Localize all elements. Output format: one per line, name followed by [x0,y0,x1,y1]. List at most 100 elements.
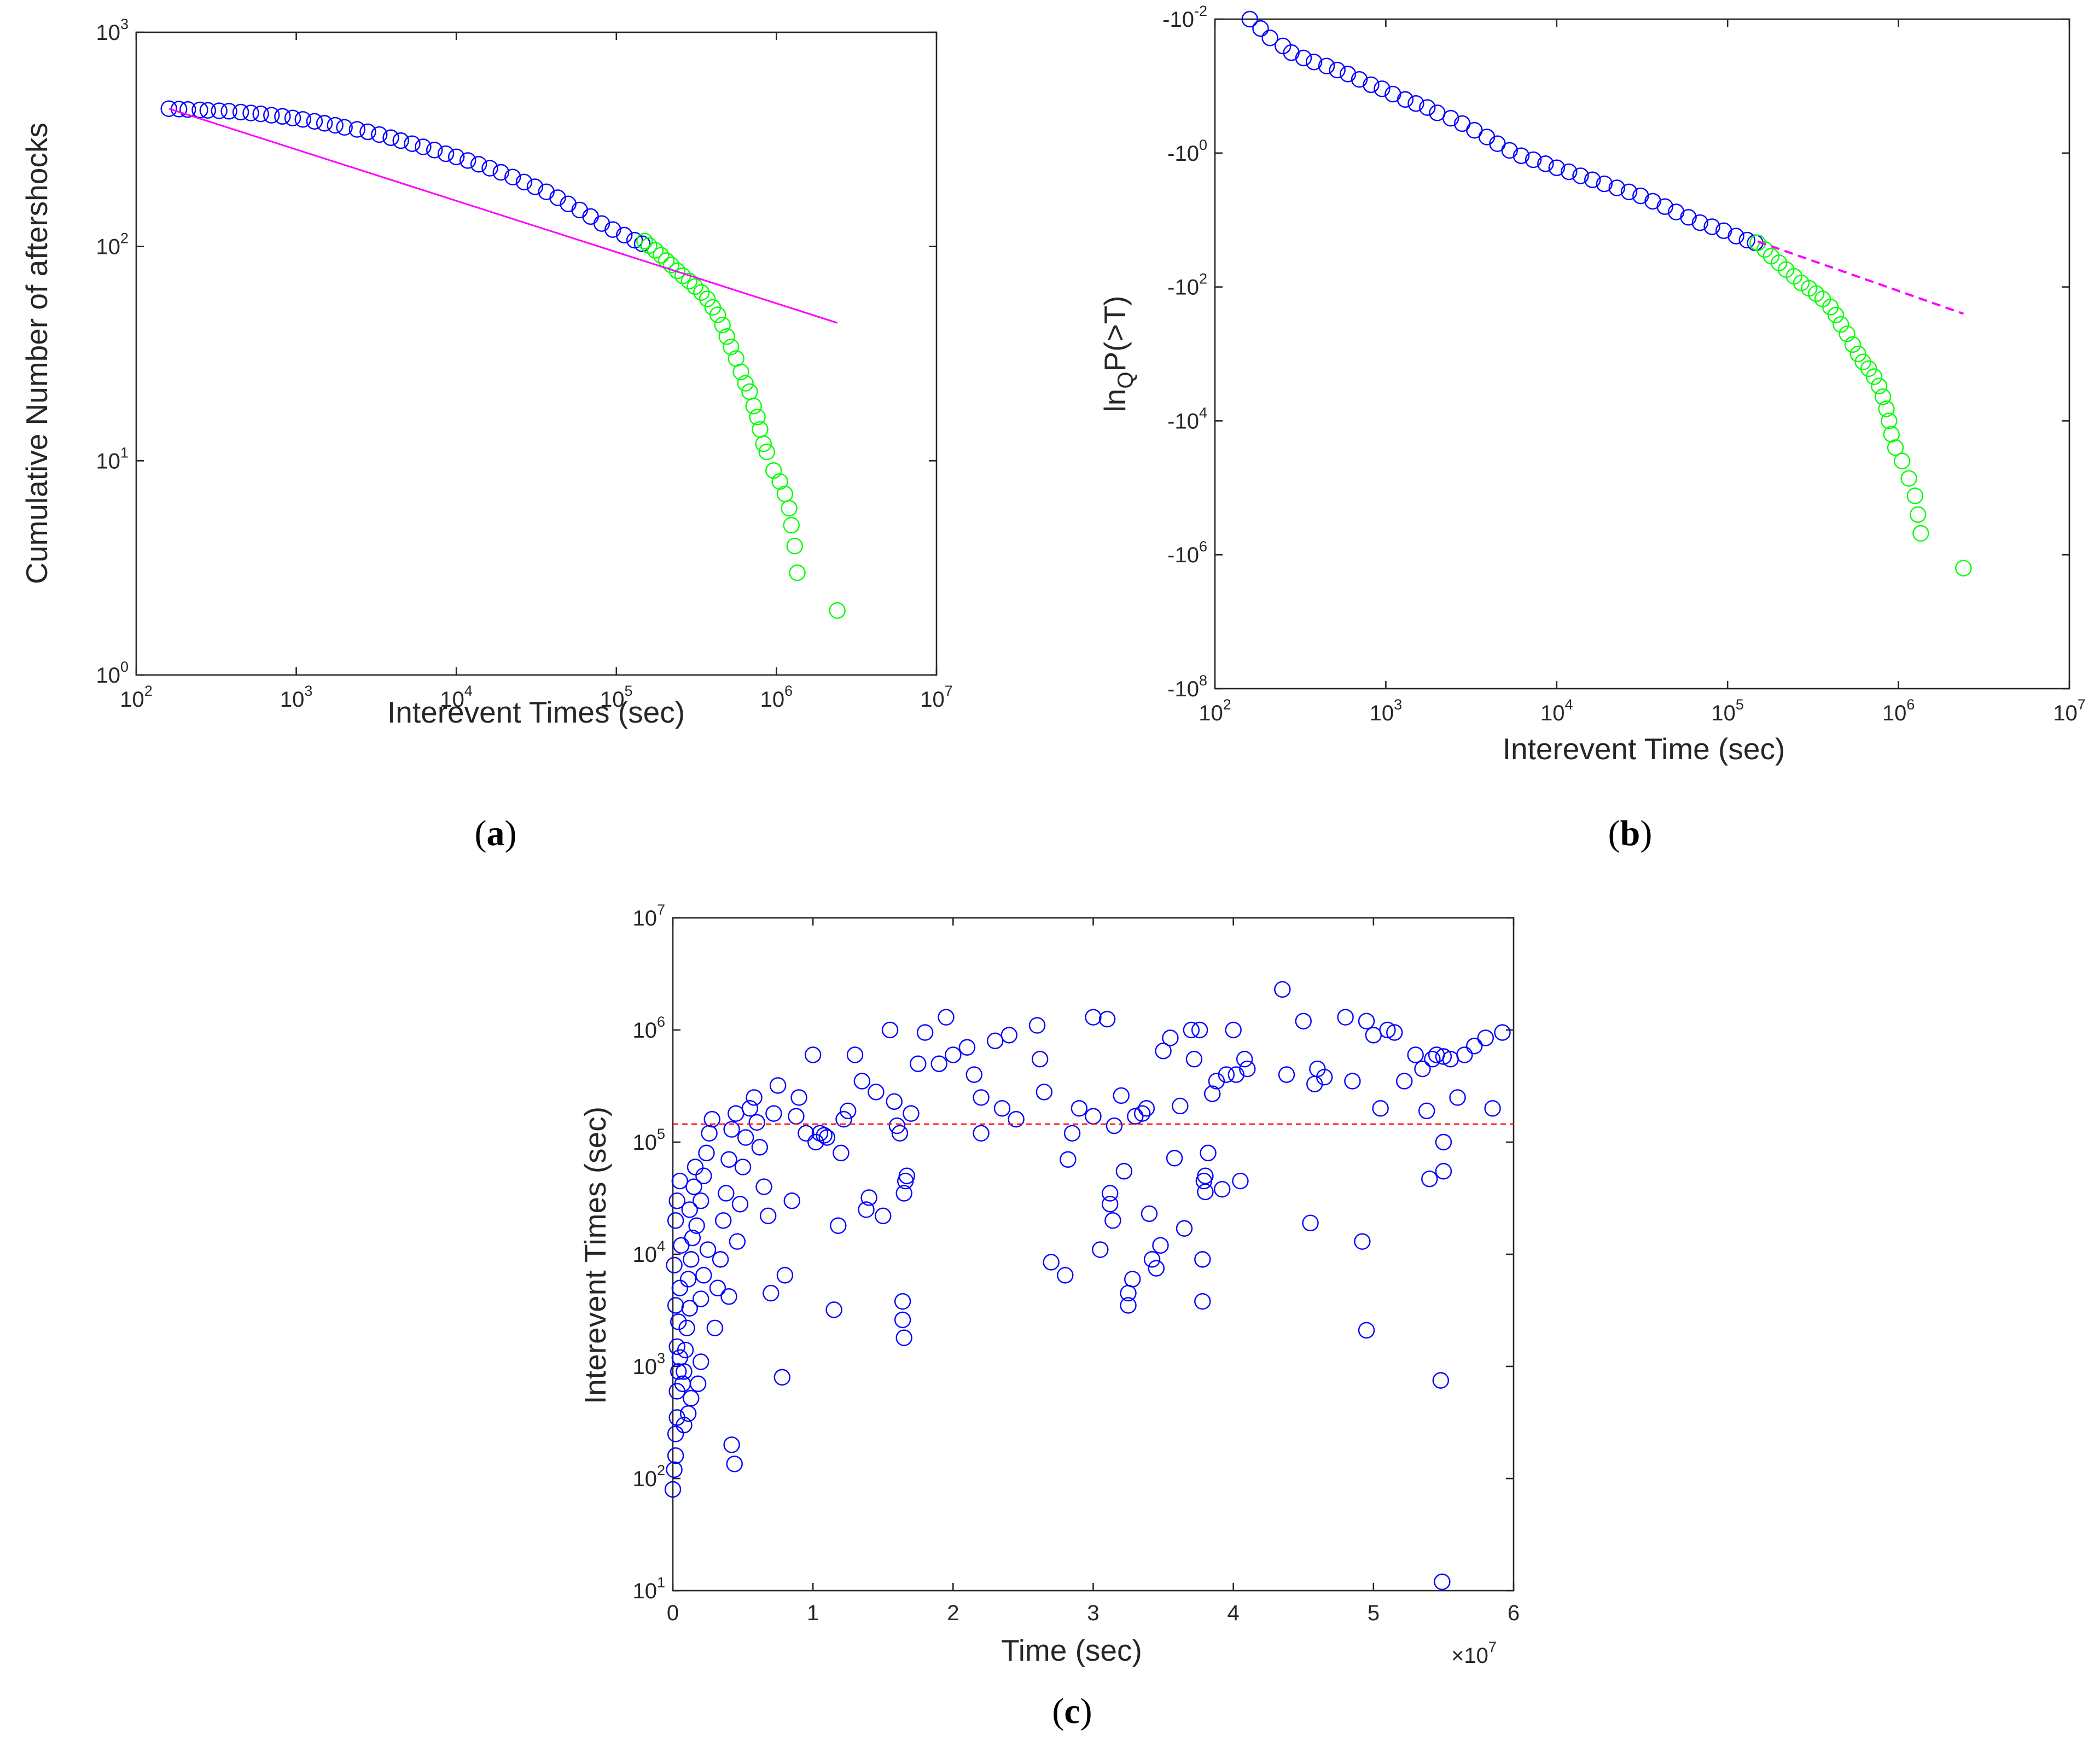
panel-b-green-point [1909,506,1927,523]
panel-c-point [898,1167,915,1184]
panel-b-ytick-label-base: -10 [1167,677,1199,701]
panel-a-blue-point [294,111,311,128]
panel-a-ytick-label-exp: 1 [120,444,129,461]
panel-c-caption: (c) [1052,1691,1092,1731]
panel-c-xtick-label: 6 [1508,1601,1520,1625]
panel-c-point [695,1167,712,1184]
panel-c-ytick-label: 107 [632,901,665,930]
panel-c-ytick-label-exp: 7 [657,901,665,918]
panel-c-point [1386,1024,1403,1041]
panel-c-ytick-label-base: 10 [632,1467,657,1491]
panel-c-point [1085,1009,1102,1026]
panel-a-blue-point [232,103,249,121]
panel-c-point [1421,1171,1438,1188]
panel-b-blue-point [1537,155,1554,172]
panel-c-point [1197,1167,1214,1184]
panel-c-xtick-label: 4 [1228,1601,1240,1625]
panel-a-green-point [636,232,653,249]
panel-c-point [891,1125,909,1142]
panel-c-ytick-label: 103 [632,1350,665,1379]
panel-b-caption-close: ) [1640,813,1652,853]
panel-a-blue-point [459,152,476,169]
panel-c-point [938,1009,955,1026]
panel-c-point [1278,1066,1295,1083]
panel-c-ylabel: Interevent Times (sec) [578,1107,612,1404]
panel-c-ytick-label-exp: 1 [657,1574,665,1591]
panel-c-point [1092,1241,1109,1258]
panel-c-point [1432,1372,1449,1389]
panel-c-point [737,1129,754,1146]
panel-c-point [726,1456,743,1473]
panel-c-point [1008,1110,1025,1128]
panel-c-ytick-label-base: 10 [632,1019,657,1043]
panel-b-ytick-label: -108 [1167,672,1207,701]
panel-a-xtick-label-base: 10 [920,688,945,712]
panel-a-ytick-label-exp: 3 [120,16,129,32]
panel-a-green-point [668,262,686,280]
panel-c-point [1127,1108,1144,1125]
panel-c-point [676,1363,693,1380]
panel-b-ylabel-prefix: ln [1098,389,1132,412]
panel-a-caption-open: ( [475,813,487,853]
panel-a-ylabel: Cumulative Number of aftershocks [20,123,54,584]
panel-b-xtick-label-exp: 7 [2078,696,2086,713]
panel-c-point [720,1288,737,1305]
panel-c-point [1456,1046,1473,1063]
panel-b-xtick-label-base: 10 [1540,701,1565,725]
panel-c-point [1424,1051,1441,1068]
panel-a-xtick-label-base: 10 [600,688,625,712]
panel-c-point [1477,1029,1494,1046]
panel-c-point [835,1110,852,1128]
panel-c-point [1414,1060,1431,1078]
panel-c-point [1162,1029,1179,1046]
panel-a-xlabel: Interevent Times (sec) [387,695,685,729]
panel-c-point [671,1172,689,1190]
panel-c-point [1208,1073,1225,1090]
panel-b-blue-point [1261,30,1278,46]
panel-c-ytick-label: 102 [632,1462,665,1491]
panel-c-point [888,1117,906,1134]
panel-c-point [1143,1251,1161,1268]
panel-b-blue-point [1608,179,1626,196]
panel-b-ytick-label: -100 [1167,137,1207,166]
panel-c-point [773,1369,791,1386]
panel-c-point [734,1159,752,1175]
panel-b-green-point [1844,336,1862,353]
panel-b-chart: 102 103 104 105 106 107-10-2-100-102-104-106-… [1098,3,2086,853]
panel-b-ytick-label: -106 [1167,538,1207,567]
panel-a-caption: (a) [475,813,517,853]
panel-b-green-point [1887,439,1904,456]
panel-c-point [741,1100,759,1117]
panel-a-blue-point [515,173,533,190]
panel-c-point [903,1105,920,1122]
panel-c-point [1191,1021,1208,1039]
panel-b-xtick-label: 106 [1882,696,1915,725]
panel-c-point [1484,1100,1501,1117]
panel-b-blue-point [1632,187,1649,205]
panel-c-point [1106,1117,1123,1134]
panel-a-blue-point [470,156,487,173]
panel-c-point [1466,1038,1483,1055]
panel-c-point [1204,1085,1221,1102]
panel-c-x-multiplier-base: ×10 [1451,1644,1488,1668]
panel-c-point [746,1089,763,1106]
panel-c-point [1197,1183,1214,1201]
panel-c-xtick-label: 3 [1087,1601,1099,1625]
panel-a-fit-line [168,108,838,324]
panel-b-ytick-label-base: -10 [1167,543,1199,567]
panel-a-green-point [783,517,800,534]
panel-b-xtick-label: 104 [1540,696,1573,725]
panel-c-point [1239,1060,1256,1078]
panel-c-point [1185,1051,1203,1068]
panel-b-green-point [1854,353,1871,370]
panel-a-blue-point [179,101,196,118]
panel-a-blue-point [316,115,333,132]
panel-c-x-multiplier: ×107 [1451,1639,1497,1668]
panel-c-point [693,1353,709,1370]
panel-b-blue-point [1525,151,1542,168]
panel-c-point [853,1073,871,1090]
panel-c-point [693,1192,709,1209]
panel-c-point [677,1341,694,1359]
